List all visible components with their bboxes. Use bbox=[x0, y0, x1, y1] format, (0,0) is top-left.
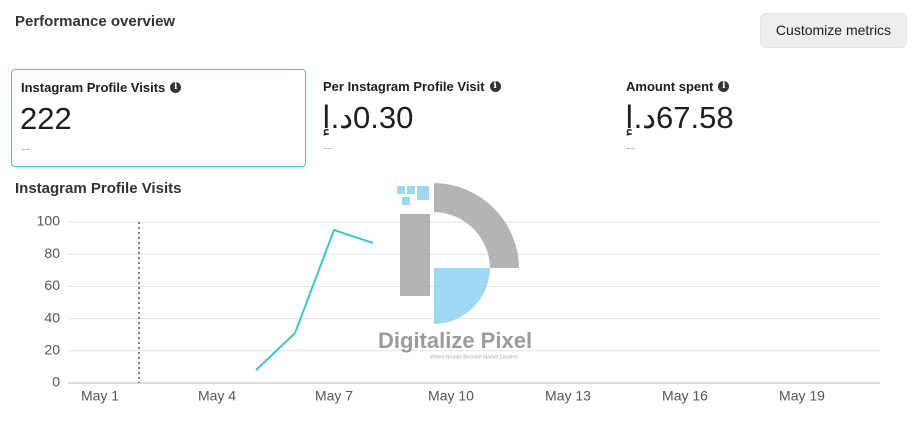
x-tick-label: May 7 bbox=[315, 388, 353, 404]
metric-label: Instagram Profile Visits bbox=[21, 80, 166, 95]
customize-button[interactable]: Customize metrics bbox=[760, 13, 907, 48]
info-icon[interactable]: i bbox=[718, 81, 730, 92]
y-tick-label: 80 bbox=[44, 245, 60, 261]
metric-value: 222 bbox=[20, 101, 72, 136]
x-tick-label: May 19 bbox=[779, 388, 825, 404]
metric-card[interactable]: Per Instagram Profile Visit i 0.30د.إ -- bbox=[314, 69, 609, 167]
metric-label: Amount spent bbox=[626, 79, 714, 94]
data-line bbox=[255, 228, 374, 371]
y-tick-label: 40 bbox=[44, 309, 60, 325]
watermark-title: Digitalize Pixel bbox=[378, 328, 532, 353]
info-icon[interactable]: i bbox=[489, 81, 501, 92]
metric-value: 67.58د.إ bbox=[625, 100, 734, 135]
x-tick-label: May 13 bbox=[545, 388, 591, 404]
y-tick-label: 20 bbox=[44, 342, 60, 358]
y-tick-label: 0 bbox=[52, 374, 60, 390]
x-tick-label: May 4 bbox=[198, 388, 236, 404]
metric-comparison: -- bbox=[626, 139, 636, 155]
x-tick-label: May 10 bbox=[428, 388, 474, 404]
metric-card[interactable]: Instagram Profile Visits i 222 -- bbox=[11, 69, 306, 167]
watermark-tagline: Where Brands Become Market Leaders bbox=[430, 354, 518, 360]
metric-comparison: -- bbox=[21, 140, 31, 156]
metric-value: 0.30د.إ bbox=[322, 100, 414, 135]
chart-title: Instagram Profile Visits bbox=[15, 180, 182, 197]
x-tick-label: May 16 bbox=[662, 388, 708, 404]
metric-card[interactable]: Amount spent i 67.58د.إ -- bbox=[617, 69, 912, 167]
y-tick-label: 100 bbox=[37, 213, 61, 229]
page-title: Performance overview bbox=[15, 13, 176, 30]
x-tick-label: May 1 bbox=[81, 388, 119, 404]
info-icon[interactable]: i bbox=[170, 82, 182, 93]
y-tick-label: 60 bbox=[44, 277, 60, 293]
watermark: Digitalize Pixel Where Brands Become Mar… bbox=[378, 183, 532, 360]
metric-comparison: -- bbox=[323, 139, 333, 155]
metric-label: Per Instagram Profile Visit bbox=[323, 79, 485, 94]
